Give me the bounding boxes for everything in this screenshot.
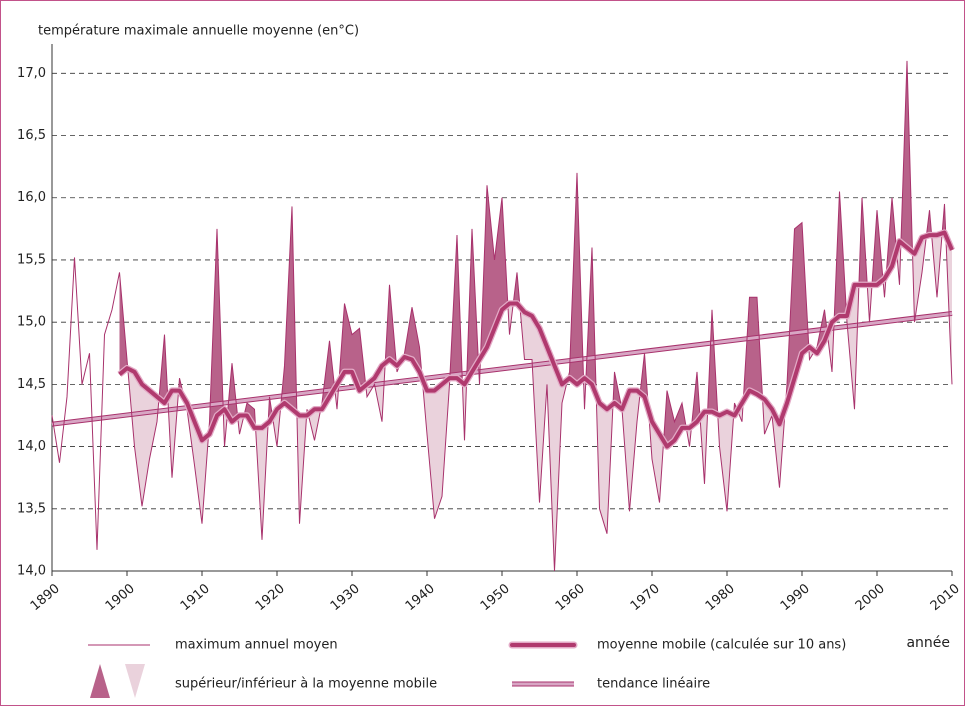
area-above [412,307,420,372]
x-tick-label: 1950 [478,581,513,614]
area-below [427,390,435,519]
y-tick-label: 15,0 [17,315,46,330]
y-tick-label: 16,0 [17,190,46,205]
y-tick-label: 14,5 [17,377,46,392]
y-tick-label: 16,5 [17,128,46,143]
legend-label: maximum annuel moyen [175,638,338,653]
trend-line [51,311,953,426]
y-tick-label: 15,5 [17,252,46,267]
area-below [539,328,547,503]
x-tick-label: 1970 [628,581,663,614]
area-below [912,252,915,323]
area-below [255,427,262,540]
area-below [629,390,637,512]
x-tick-label: 1900 [103,581,138,614]
area-above [794,222,802,379]
area-below [194,421,202,524]
y-tick-label: 14,0 [17,439,46,454]
area-below [134,371,142,507]
y-tick-label: 17,0 [17,66,46,81]
x-tick-label: 1920 [253,581,288,614]
x-tick-label: 2010 [928,581,963,614]
legend-label: supérieur/inférieur à la moyenne mobile [175,677,437,692]
y-axis-label: température maximale annuelle moyenne (e… [38,24,359,39]
area-below [599,403,607,534]
area-above [667,390,675,447]
legend-swatch [90,664,110,698]
x-tick-label: 1980 [703,581,738,614]
area-below [652,421,660,503]
area-below [719,411,727,512]
x-tick-label: 1960 [553,581,588,614]
legend-label: moyenne mobile (calculée sur 10 ans) [597,638,846,653]
x-tick-label: 1940 [403,581,438,614]
x-tick-label: 1890 [28,581,63,614]
annual-line [51,60,953,572]
area-below [149,390,157,460]
x-tick-label: 1910 [178,581,213,614]
x-axis-label: année [906,635,950,651]
area-below [524,312,532,360]
x-tick-label: 1990 [778,581,813,614]
area-above [344,303,352,372]
legend-label: tendance linéaire [597,677,710,692]
area-below [914,237,922,323]
x-tick-label: 2000 [853,581,888,614]
y-tick-label: 14,0 [17,564,46,579]
legend-swatch [125,664,145,698]
area-below [434,384,442,519]
area-above [284,206,292,410]
area-above [749,297,757,395]
y-tick-label: 13,5 [17,501,46,516]
moving-average-line [118,230,954,449]
area-above [494,197,502,329]
x-tick-label: 1930 [328,581,363,614]
area-above [487,185,495,348]
area-below [142,384,150,507]
